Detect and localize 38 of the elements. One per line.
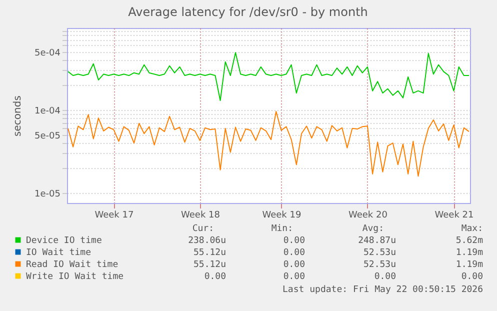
text: 55.12u [193,248,226,258]
text: 1.19m [456,248,483,258]
text: 248.87u [358,236,396,246]
text: 55.12u [193,260,226,270]
text: Min: [271,224,293,234]
text: 0.00 [283,248,305,258]
y-tick-label: 5e-04 [34,48,61,58]
text: Cur: [192,224,214,234]
text: Avg: [362,224,384,234]
legend-label: IO Wait time [26,248,92,258]
text: 5.62m [456,236,483,246]
x-tick-label: Week 17 [94,210,134,220]
text: 1.19m [456,260,483,270]
x-tick-label: Week 18 [180,210,220,220]
text: 0.00 [461,272,483,282]
text: 52.53u [363,260,396,270]
text: Last update: Fri May 22 00:50:15 2026 [282,285,483,295]
y-tick-label: 1e-05 [34,190,60,200]
y-tick-label: 5e-05 [34,132,60,142]
y-axis-title: seconds [12,96,24,136]
text: 0.00 [283,260,305,270]
text: 238.06u [188,236,226,246]
chart-title: Average latency for /dev/sr0 - by month [128,5,368,19]
legend-label: Device IO time [26,236,102,246]
x-tick-label: Week 20 [348,210,388,220]
text: 0.00 [204,272,226,282]
line-series [68,110,470,177]
text: 0.00 [283,236,305,246]
legend-label: Read IO Wait time [26,260,118,270]
y-tick-label: 1e-04 [34,106,61,116]
x-tick-label: Week 21 [434,210,474,220]
text: 0.00 [283,272,305,282]
legend-label: Write IO Wait time [26,272,124,282]
line-series [68,52,470,102]
text: 52.53u [363,248,396,258]
text: Max: [461,224,483,234]
x-tick-label: Week 19 [262,210,302,220]
text: 0.00 [374,272,396,282]
